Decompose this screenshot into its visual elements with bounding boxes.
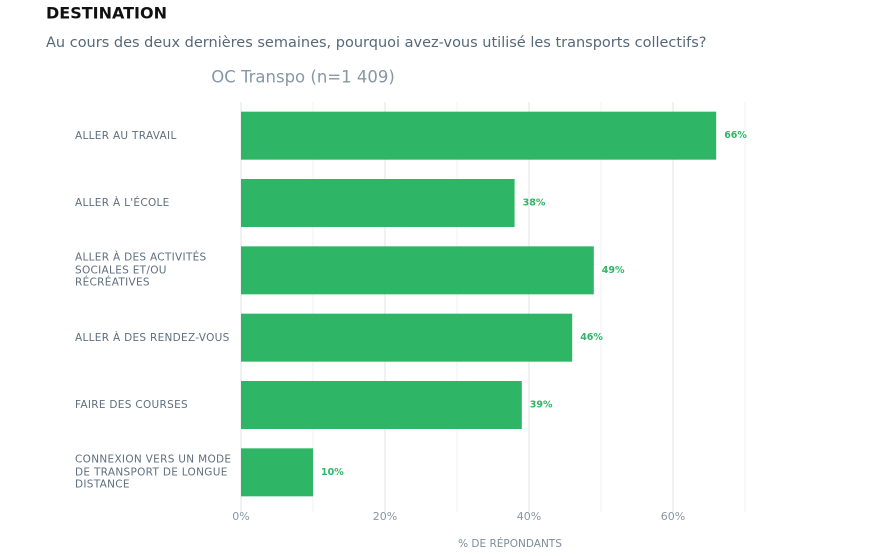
category-label: ALLER À DES RENDEZ-VOUS (75, 331, 230, 344)
x-tick-label: 60% (661, 510, 685, 523)
category-label: ALLER AU TRAVAIL (75, 129, 177, 142)
chart-title: OC Transpo (n=1 409) (211, 68, 395, 87)
value-label: 10% (321, 467, 344, 478)
value-label: 66% (724, 130, 747, 141)
x-tick-label: 20% (373, 510, 397, 523)
category-label: CONNEXION VERS UN MODE DE TRANSPORT DE L… (75, 453, 232, 491)
x-tick-label: 40% (517, 510, 541, 523)
x-tick-label: 0% (232, 510, 249, 523)
bar (241, 313, 573, 362)
heading: DESTINATION (46, 4, 167, 23)
subtitle: Au cours des deux dernières semaines, po… (46, 35, 706, 51)
bar (241, 111, 717, 160)
category-label: ALLER À L'ÉCOLE (75, 196, 170, 209)
x-axis-title: % DE RÉPONDANTS (458, 537, 562, 550)
value-label: 38% (523, 198, 546, 209)
category-label: FAIRE DES COURSES (75, 398, 188, 411)
value-label: 49% (602, 265, 625, 276)
category-label: ALLER À DES ACTIVITÉS SOCIALES ET/OU RÉC… (75, 251, 207, 289)
bar (241, 381, 522, 429)
value-label: 39% (530, 400, 553, 411)
bar (241, 448, 313, 497)
bar (241, 179, 515, 227)
value-label: 46% (580, 332, 603, 343)
bar (241, 246, 594, 295)
